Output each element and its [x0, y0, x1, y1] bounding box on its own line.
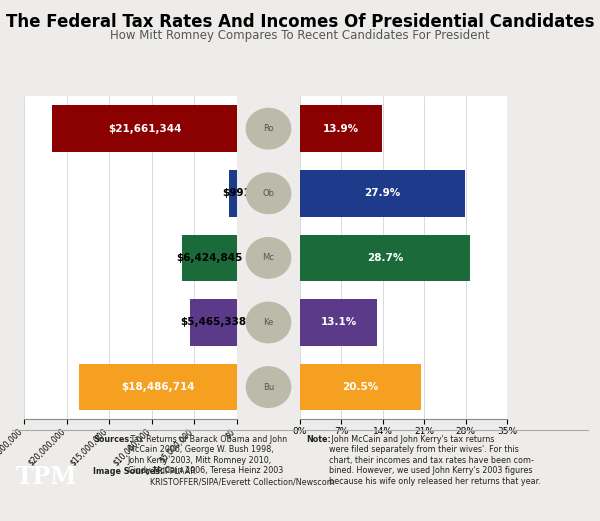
Bar: [300, 234, 470, 281]
Text: 28.7%: 28.7%: [367, 253, 403, 263]
Circle shape: [247, 173, 290, 214]
Text: $991,295: $991,295: [223, 188, 277, 199]
Text: $18,486,714: $18,486,714: [121, 382, 195, 392]
Bar: [300, 170, 465, 217]
Text: 27.9%: 27.9%: [364, 188, 401, 199]
Text: Ke: Ke: [263, 318, 274, 327]
Bar: [79, 364, 237, 411]
Text: $21,661,344: $21,661,344: [108, 123, 181, 134]
Text: Ob: Ob: [263, 189, 275, 198]
Bar: [182, 234, 237, 281]
Bar: [300, 299, 377, 346]
Text: Tax Returns of Barack Obama and John
McCain 2006, George W. Bush 1998,
John Kerr: Tax Returns of Barack Obama and John McC…: [128, 435, 287, 475]
Text: 20.5%: 20.5%: [343, 382, 379, 392]
Bar: [229, 170, 237, 217]
Circle shape: [247, 367, 290, 407]
Circle shape: [247, 108, 290, 149]
Text: TRIPPLAAR
KRISTOFFER/SIPA/Everett Collection/Newscom: TRIPPLAAR KRISTOFFER/SIPA/Everett Collec…: [150, 467, 335, 487]
Text: Ro: Ro: [263, 124, 274, 133]
Bar: [52, 105, 237, 152]
Text: How Mitt Romney Compares To Recent Candidates For President: How Mitt Romney Compares To Recent Candi…: [110, 29, 490, 42]
Text: Bu: Bu: [263, 382, 274, 392]
Bar: [190, 299, 237, 346]
Circle shape: [247, 302, 290, 343]
Text: The Federal Tax Rates And Incomes Of Presidential Candidates: The Federal Tax Rates And Incomes Of Pre…: [6, 13, 594, 31]
Circle shape: [247, 238, 290, 278]
Text: John McCain and John Kerry's tax returns
were filed separately from their wives': John McCain and John Kerry's tax returns…: [329, 435, 541, 486]
Text: Note:: Note:: [306, 435, 331, 444]
Text: TPM: TPM: [16, 465, 77, 489]
Text: $5,465,338: $5,465,338: [181, 317, 247, 328]
Text: Sources:: Sources:: [93, 435, 133, 444]
Text: Image Sources:: Image Sources:: [93, 467, 163, 476]
Text: Mc: Mc: [263, 253, 274, 263]
Text: 13.1%: 13.1%: [320, 317, 357, 328]
Text: $6,424,845: $6,424,845: [176, 253, 243, 263]
Text: 13.9%: 13.9%: [323, 123, 359, 134]
Bar: [300, 105, 382, 152]
Bar: [300, 364, 421, 411]
